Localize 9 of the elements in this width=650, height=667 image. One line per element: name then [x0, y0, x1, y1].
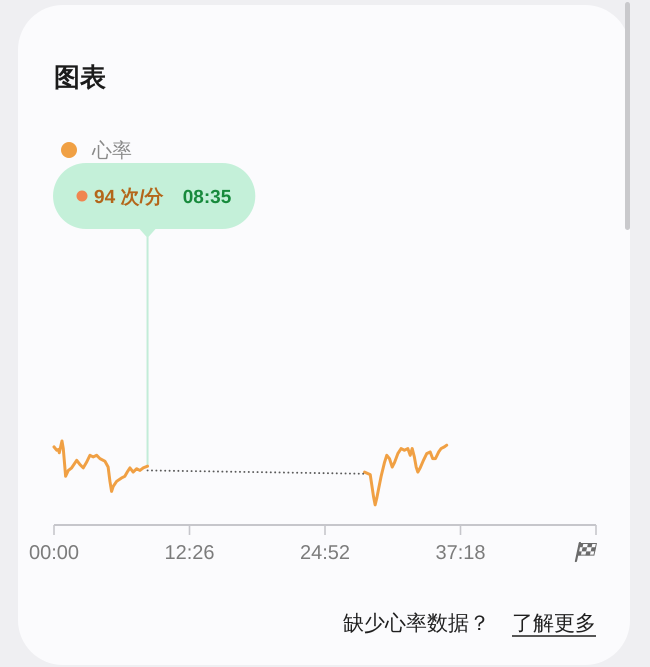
- title: 图表: [54, 62, 106, 92]
- annotation-text: 08:35: [182, 187, 232, 208]
- x-tick-label: 00:00: [28, 542, 80, 564]
- annotation-text: 94 次/分: [94, 187, 164, 208]
- x-tick-label: 24:52: [300, 542, 350, 564]
- note: 缺少心率数据？: [343, 612, 490, 635]
- note: 了解更多: [512, 612, 596, 635]
- x-tick-label: 12:26: [164, 542, 215, 564]
- x-tick-label: 37:18: [435, 542, 486, 564]
